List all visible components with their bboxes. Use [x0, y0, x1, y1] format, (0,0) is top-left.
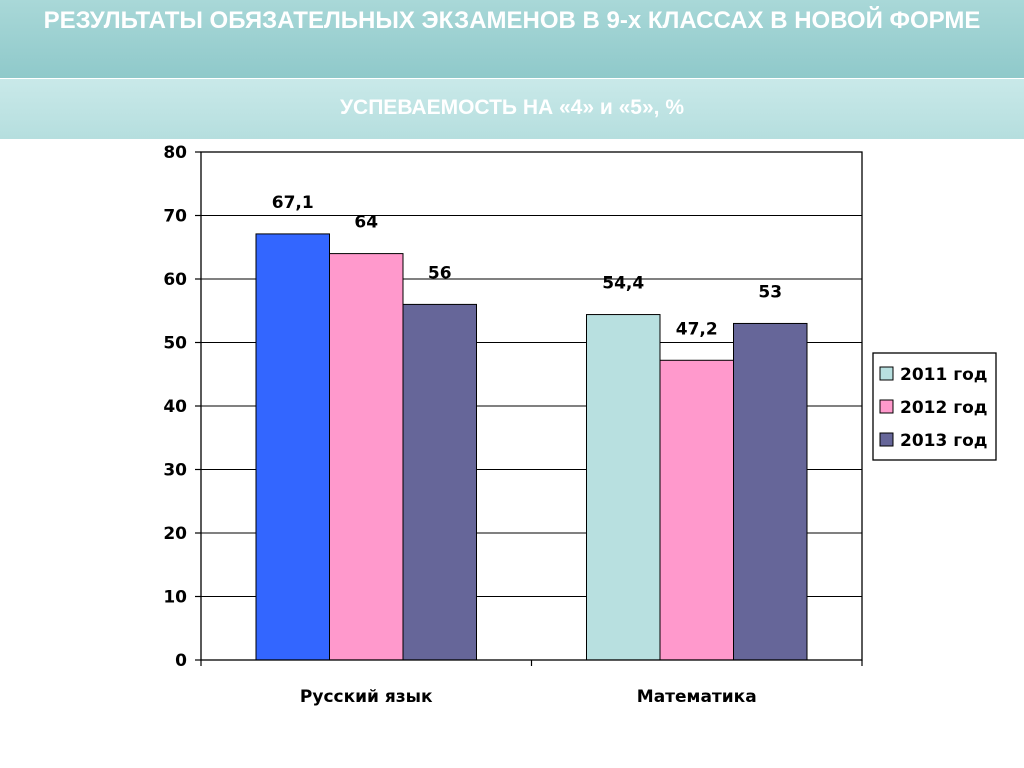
y-tick-label: 20: [163, 524, 187, 544]
data-label: 47,2: [676, 319, 718, 339]
bars: [255, 233, 808, 661]
x-category-label: Русский язык: [300, 687, 433, 707]
legend-swatch: [879, 432, 894, 447]
x-category-label: Математика: [637, 687, 757, 707]
legend-swatch: [879, 399, 894, 414]
subtitle-band: УСПЕВАЕМОСТЬ НА «4» и «5», %: [0, 79, 1024, 139]
slide-title: РЕЗУЛЬТАТЫ ОБЯЗАТЕЛЬНЫХ ЭКЗАМЕНОВ В 9-х …: [43, 7, 981, 34]
legend-swatch: [879, 366, 894, 381]
bar-1-3: [402, 303, 477, 661]
y-tick-label: 70: [163, 207, 187, 227]
data-label: 54,4: [602, 274, 644, 294]
data-label: 53: [758, 282, 782, 302]
bar-1-1: [255, 233, 330, 661]
y-tick-label: 10: [163, 588, 187, 608]
data-label: 67,1: [272, 193, 314, 213]
legend: 2011 год 2012 год 2013 год: [872, 352, 997, 461]
axes: [195, 151, 863, 666]
y-tick-label: 0: [175, 651, 187, 671]
y-tick-label: 80: [163, 143, 187, 163]
y-tick-label: 60: [163, 270, 187, 290]
y-tick-label: 30: [163, 461, 187, 481]
legend-entry: 2011 год: [900, 365, 988, 385]
title-band: РЕЗУЛЬТАТЫ ОБЯЗАТЕЛЬНЫХ ЭКЗАМЕНОВ В 9-х …: [0, 0, 1024, 78]
y-tick-label: 40: [163, 397, 187, 417]
data-label: 56: [428, 263, 452, 283]
y-tick-label: 50: [163, 334, 187, 354]
bar-2-2: [659, 359, 734, 661]
chart-subtitle: УСПЕВАЕМОСТЬ НА «4» и «5», %: [339, 96, 684, 119]
legend-entry: 2013 год: [900, 431, 988, 451]
labels: 0 10 20 30 40 50 60 70 80 67,1 64 56 Русский язык 54,…: [163, 143, 782, 707]
bar-2-1: [586, 314, 661, 661]
bar-1-2: [329, 253, 404, 661]
legend-entry: 2012 год: [900, 398, 988, 418]
bar-2-3: [733, 322, 808, 661]
data-label: 64: [354, 213, 378, 233]
